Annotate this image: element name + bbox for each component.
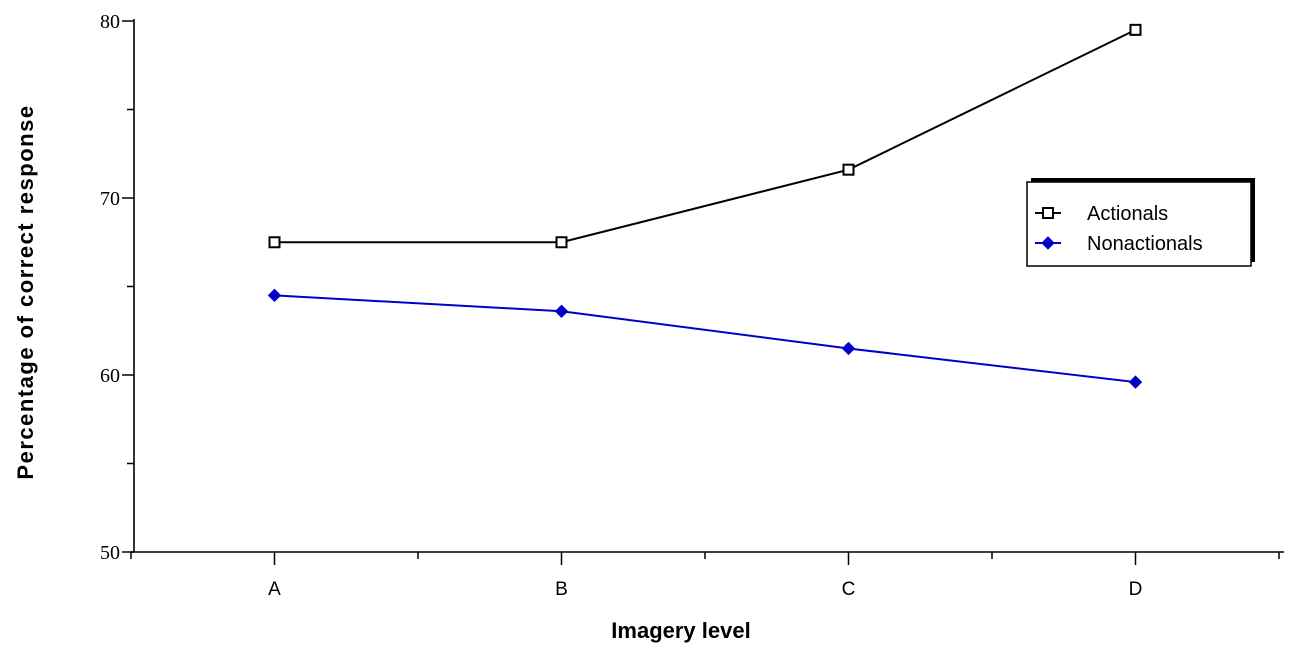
data-point <box>841 341 856 356</box>
x-axis-title: Imagery level <box>611 618 750 643</box>
series-nonactionals <box>267 288 1143 389</box>
y-tick-label: 60 <box>100 365 120 387</box>
y-tick-label: 80 <box>100 11 120 33</box>
data-point <box>1128 375 1143 389</box>
series-layer <box>267 23 1143 389</box>
y-tick-label: 70 <box>100 188 120 210</box>
x-tick-label: D <box>1129 579 1143 600</box>
axes: 50 60 70 80 A B C D <box>100 11 1284 600</box>
series-line <box>274 28 1136 244</box>
x-tick-label: B <box>555 579 568 600</box>
data-point <box>555 236 568 249</box>
series-line <box>274 294 1136 384</box>
legend: Actionals Nonactionals <box>1026 178 1255 267</box>
data-point <box>842 163 855 176</box>
y-tick-label: 50 <box>100 542 120 564</box>
data-point <box>268 236 281 249</box>
x-tick-label: A <box>268 579 281 600</box>
legend-label: Actionals <box>1087 203 1168 225</box>
legend-label: Nonactionals <box>1087 233 1203 255</box>
y-axis-title: Percentage of correct response <box>13 104 38 479</box>
legend-marker <box>1042 207 1054 219</box>
legend-marker <box>1041 236 1055 250</box>
legend-box <box>1026 181 1252 267</box>
data-point <box>554 304 569 318</box>
series-actionals <box>268 23 1142 249</box>
x-tick-label: C <box>842 579 856 600</box>
data-point <box>1129 23 1142 36</box>
data-point <box>267 288 282 303</box>
